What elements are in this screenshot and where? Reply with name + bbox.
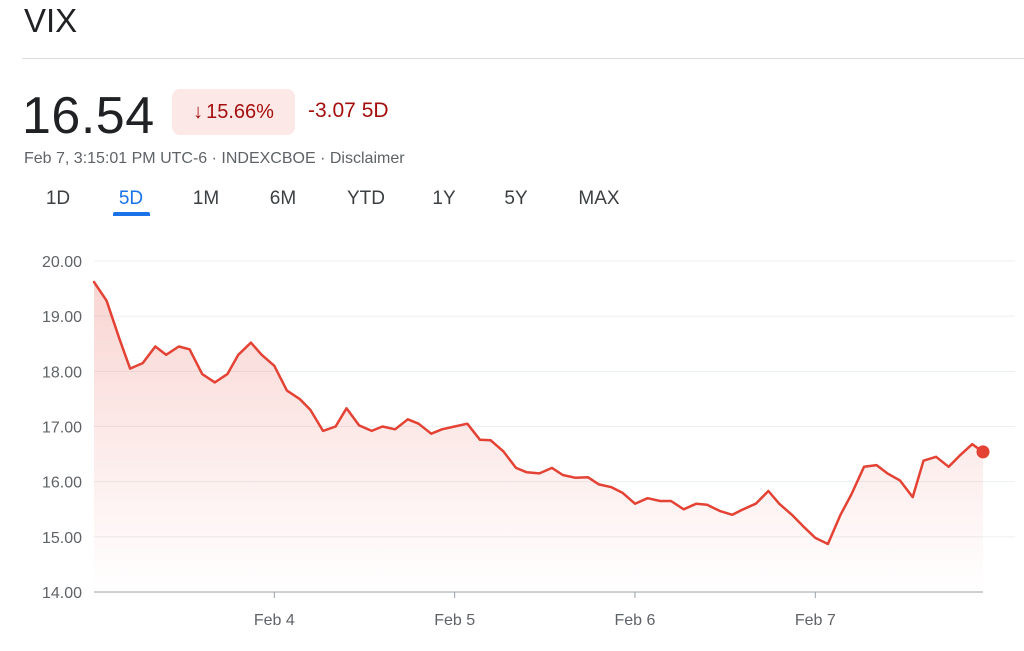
y-tick-label: 20.00 [42,254,82,271]
quote-meta: Feb 7, 3:15:01 PM UTC-6 · INDEXCBOE · Di… [24,150,405,168]
exchange-label: INDEXCBOE [221,150,316,167]
arrow-down-icon: ↓ [193,100,204,123]
tab-1y[interactable]: 1Y [432,188,456,209]
x-tick-label: Feb 6 [615,612,656,629]
y-tick-label: 16.00 [42,475,82,492]
price-line [92,280,985,546]
range-tabs: 1D 5D 1M 6M YTD 1Y 5Y MAX [0,188,700,222]
price-area-fill [94,282,983,592]
y-tick-label: 19.00 [42,309,82,326]
y-tick-label: 15.00 [42,530,82,547]
tab-1m[interactable]: 1M [192,188,220,209]
y-tick-label: 18.00 [42,364,82,381]
x-tick-label: Feb 5 [434,612,475,629]
y-tick-label: 17.00 [42,420,82,437]
tab-1d[interactable]: 1D [45,188,71,209]
current-price-marker [976,445,990,459]
tab-ytd[interactable]: YTD [347,188,385,209]
disclaimer-link[interactable]: Disclaimer [329,150,405,167]
header-divider [22,58,1024,59]
change-percent-badge: ↓ 15.66% [172,89,295,135]
change-percent-value: 15.66% [206,100,274,123]
y-tick-label: 14.00 [42,585,82,602]
current-price: 16.54 [22,87,155,145]
price-chart: 14.00 15.00 16.00 17.00 18.00 19.00 20.00 Feb … [42,254,1015,629]
x-tick-label: Feb 4 [254,612,295,629]
x-tick-label: Feb 7 [795,612,836,629]
page-title: VIX [24,2,78,39]
change-value: -3.07 5D [308,99,389,122]
y-axis-labels: 14.00 15.00 16.00 17.00 18.00 19.00 20.00 [42,254,82,602]
timestamp: Feb 7, 3:15:01 PM UTC-6 [24,150,208,167]
x-axis-ticks: Feb 4 Feb 5 Feb 6 Feb 7 [254,592,836,629]
active-tab-indicator [113,212,150,216]
tab-5y[interactable]: 5Y [504,188,528,209]
tab-6m[interactable]: 6M [269,188,297,209]
tab-max[interactable]: MAX [578,188,620,209]
tab-5d[interactable]: 5D [118,188,144,209]
meta-separator: · [207,150,222,167]
meta-separator: · [315,150,330,167]
